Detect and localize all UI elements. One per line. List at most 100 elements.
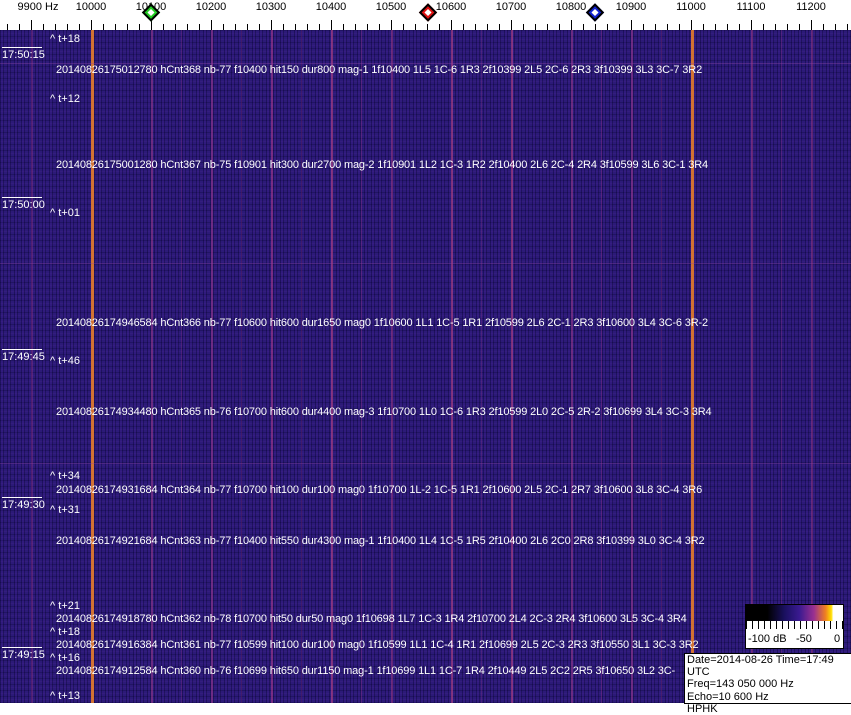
scale-tick [739, 24, 740, 30]
signal-line [151, 30, 153, 703]
signal-line [271, 30, 273, 703]
scale-tick [55, 24, 56, 30]
time-offset-mark: ^ t+01 [50, 207, 80, 219]
scale-tick [655, 24, 656, 30]
time-offset-mark: ^ t+13 [50, 690, 80, 702]
scale-tick [511, 20, 512, 30]
detection-log-line: 20140826174921684 hCnt363 nb-77 f10400 h… [56, 535, 705, 547]
detection-log-line: 20140826175001280 hCnt367 nb-75 f10901 h… [56, 159, 709, 171]
time-label: 17:50:00 [2, 197, 45, 211]
scale-tick [571, 20, 572, 30]
scale-tick [463, 24, 464, 30]
scale-tick [727, 24, 728, 30]
time-offset-mark: ^ t+46 [50, 355, 80, 367]
scale-tick [607, 24, 608, 30]
frequency-label: 10200 [195, 1, 227, 13]
scale-tick [319, 24, 320, 30]
scale-tick [343, 24, 344, 30]
color-label-max: 0 [834, 633, 841, 645]
frequency-scale[interactable]: 9900 Hz 10000101001020010300104001050010… [0, 0, 851, 30]
scale-tick [439, 24, 440, 30]
time-offset-mark: ^ t+12 [50, 93, 80, 105]
scale-tick [235, 24, 236, 30]
minute-line [0, 263, 851, 264]
signal-line [571, 30, 573, 703]
scale-tick [643, 24, 644, 30]
signal-line [361, 30, 362, 703]
color-label-mid: -50 [796, 633, 812, 645]
frequency-label: 10000 [75, 1, 107, 13]
signal-line [751, 30, 753, 703]
scale-tick [499, 24, 500, 30]
frequency-label: 10300 [255, 1, 287, 13]
scale-tick [367, 24, 368, 30]
signal-line [91, 30, 94, 703]
spectrogram-waterfall[interactable]: 17:50:15 17:50:00 17:49:45 17:49:30 17:49:15… [0, 30, 851, 703]
scale-tick [427, 24, 428, 30]
info-box: Date=2014-08-26 Time=17:49 UTC Freq=143 … [684, 653, 851, 715]
signal-line [631, 30, 633, 703]
scale-tick [127, 24, 128, 30]
minute-line [0, 463, 851, 464]
scale-tick [247, 24, 248, 30]
scale-tick [547, 24, 548, 30]
time-offset-mark: ^ t+18 [50, 33, 80, 45]
frequency-label: 11000 [676, 1, 706, 13]
scale-tick [451, 20, 452, 30]
time-label: 17:49:15 [2, 647, 45, 661]
color-gradient [746, 605, 843, 621]
detection-log-line: 20140826174918780 hCnt362 nb-78 f10700 h… [56, 613, 687, 625]
scale-tick [487, 24, 488, 30]
frequency-label: 10900 [615, 1, 647, 13]
scale-tick [847, 24, 848, 30]
signal-line [781, 30, 782, 703]
scale-tick [475, 24, 476, 30]
scale-tick [799, 24, 800, 30]
scale-tick [295, 24, 296, 30]
scale-tick [775, 24, 776, 30]
scale-tick [139, 24, 140, 30]
detection-log-line: 20140826174931684 hCnt364 nb-77 f10700 h… [56, 484, 703, 496]
signal-line [481, 30, 482, 703]
frequency-label: 10500 [375, 1, 407, 13]
scale-tick [631, 20, 632, 30]
scale-tick [331, 20, 332, 30]
scale-tick [523, 24, 524, 30]
signal-line [511, 30, 513, 703]
scale-tick [355, 24, 356, 30]
signal-line [661, 30, 662, 703]
scale-tick [223, 24, 224, 30]
scale-tick [115, 24, 116, 30]
scale-tick [79, 24, 80, 30]
scale-tick [667, 24, 668, 30]
scale-tick [211, 20, 212, 30]
detection-log-line: 20140826174916384 hCnt361 nb-77 f10599 h… [56, 639, 699, 651]
scale-tick [403, 24, 404, 30]
detection-log-line: 20140826175012780 hCnt368 nb-77 f10400 h… [56, 64, 703, 76]
scale-tick [391, 20, 392, 30]
scale-tick [595, 24, 596, 30]
frequency-label: 10700 [495, 1, 527, 13]
signal-line [211, 30, 213, 703]
scale-tick [187, 24, 188, 30]
info-station: HPHK [687, 702, 718, 715]
info-date-time: Date=2014-08-26 Time=17:49 UTC [687, 654, 834, 679]
time-label: 17:49:45 [2, 349, 45, 363]
detection-log-line: 20140826174946584 hCnt366 nb-77 f10600 h… [56, 317, 709, 329]
signal-line [391, 30, 393, 703]
detection-log-line: 20140826174934480 hCnt365 nb-76 f10700 h… [56, 406, 712, 418]
blue-marker[interactable] [585, 3, 605, 22]
frequency-label: 11200 [796, 1, 826, 13]
frequency-label: 10800 [555, 1, 587, 13]
scale-tick [103, 24, 104, 30]
scale-tick [199, 24, 200, 30]
signal-line [451, 30, 453, 703]
scale-tick [751, 20, 752, 30]
red-marker[interactable] [418, 3, 438, 22]
frequency-label: 10600 [435, 1, 467, 13]
scale-tick [583, 24, 584, 30]
scale-tick [535, 24, 536, 30]
frequency-label: 11100 [736, 1, 766, 13]
scale-tick [175, 24, 176, 30]
scale-tick [763, 24, 764, 30]
